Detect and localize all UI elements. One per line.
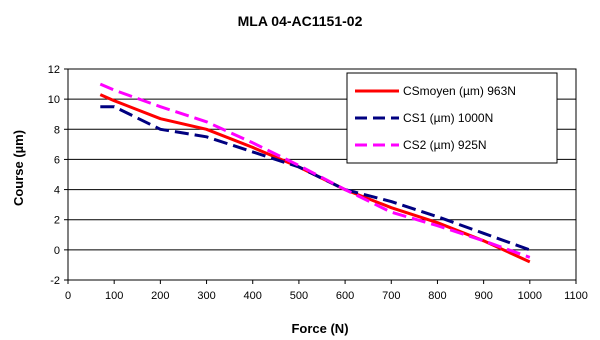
x-tick-label: 300	[197, 290, 215, 302]
series-lines	[99, 82, 531, 264]
y-tick-label: 4	[54, 185, 60, 197]
x-tick-label: 800	[428, 290, 446, 302]
x-tick-label: 200	[151, 290, 169, 302]
y-axis-title: Course (µm)	[11, 130, 26, 206]
x-tick-label: 600	[336, 290, 354, 302]
y-tick-label: 8	[54, 124, 60, 136]
x-tick-label: 900	[474, 290, 492, 302]
legend: CSmoyen (µm) 963N CS1 (µm) 1000N CS2 (µm) …	[346, 72, 558, 164]
y-tick-label: -2	[50, 275, 60, 287]
x-axis-title: Force (N)	[291, 321, 348, 336]
axis-ticks: -2 0 2 4 6 8 10 12 0 100 200 300 400 500 600 700 800 900 1…	[48, 64, 588, 302]
x-tick-label: 100	[105, 290, 123, 302]
x-tick-label: 1000	[518, 290, 542, 302]
legend-label-1: CSmoyen (µm) 963N	[403, 84, 516, 98]
x-tick-label: 500	[290, 290, 308, 302]
y-tick-label: 6	[54, 154, 60, 166]
legend-label-2: CS1 (µm) 1000N	[403, 111, 493, 125]
y-tick-label: 10	[48, 94, 60, 106]
y-tick-label: 12	[48, 64, 60, 76]
series-line-3	[99, 82, 531, 259]
x-tick-label: 0	[65, 290, 71, 302]
y-tick-label: 0	[54, 245, 60, 257]
x-tick-label: 1100	[564, 290, 588, 302]
x-tick-label: 400	[244, 290, 262, 302]
legend-label-3: CS2 (µm) 925N	[403, 138, 487, 152]
gridlines	[68, 98, 576, 251]
x-tick-label: 700	[382, 290, 400, 302]
series-line-2	[100, 105, 531, 252]
y-tick-label: 2	[54, 215, 60, 227]
chart-title: MLA 04-AC1151-02	[238, 13, 363, 29]
plot-frame	[67, 68, 577, 281]
